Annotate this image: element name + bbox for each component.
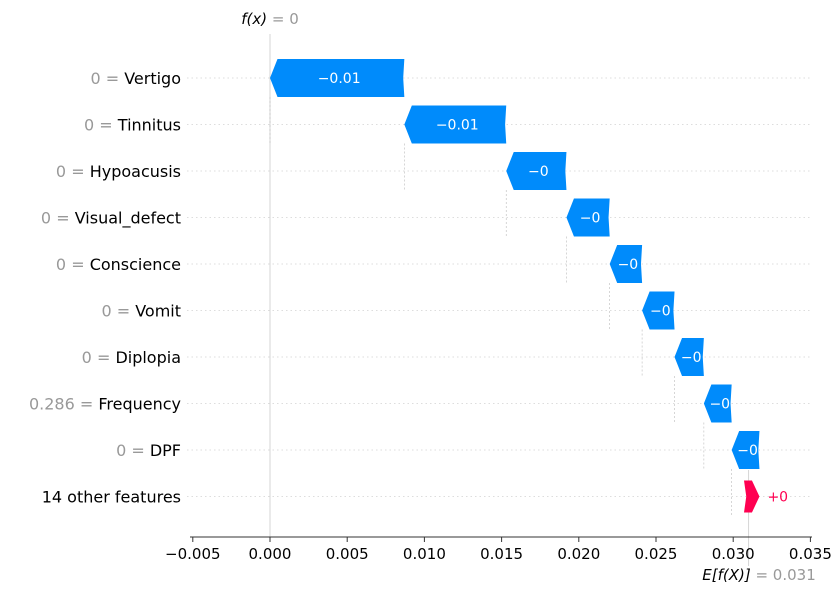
x-tick-label: 0.005: [326, 545, 369, 563]
contribution-bar: [270, 59, 405, 97]
contribution-bar: [674, 338, 704, 376]
contribution-bar: [744, 480, 760, 513]
x-tick-label: 0.025: [635, 545, 678, 563]
contribution-bar: [566, 198, 610, 237]
bar-value-label: −0: [528, 164, 549, 180]
x-tick-label: 0.020: [557, 545, 600, 563]
feature-value: 0 =: [84, 116, 118, 135]
fx-annotation: f(x) = 0: [241, 10, 299, 28]
feature-value: 0 =: [56, 255, 90, 274]
contribution-bars: −0.01 −0.01 −0 −0 −0 −0 −0 −0 −0 +0: [269, 59, 788, 516]
feature-name: Visual_defect: [75, 209, 181, 229]
feature-label: 0 = Tinnitus: [84, 116, 181, 135]
x-tick-label: 0.010: [403, 545, 446, 563]
bar-value-label: −0: [681, 350, 702, 366]
ex-value: = 0.031: [755, 566, 815, 584]
x-axis: −0.005 0.000 0.005 0.010 0.015 0.020 0.025 0.03…: [165, 536, 832, 563]
contribution-bar: [404, 105, 507, 144]
bar-value-label: −0: [709, 397, 730, 413]
feature-label: 0 = DPF: [116, 441, 181, 460]
feature-name: Vomit: [135, 302, 181, 321]
feature-label: 0 = Conscience: [56, 255, 181, 274]
feature-label: 0 = Hypoacusis: [56, 162, 181, 181]
contribution-bar: [731, 431, 760, 469]
bar-value-label: −0: [650, 304, 671, 320]
bar-value-label: −0.01: [318, 71, 361, 87]
feature-value: 0 =: [116, 441, 150, 460]
feature-value: 0 =: [56, 162, 90, 181]
feature-name: 14 other features: [42, 488, 181, 507]
feature-value: 0 =: [101, 302, 135, 321]
feature-name: Conscience: [90, 255, 181, 274]
x-tick-label: −0.005: [165, 545, 221, 563]
feature-name: Tinnitus: [117, 116, 181, 135]
contribution-bar: [642, 291, 675, 330]
bar-value-label: −0: [580, 211, 601, 227]
feature-name: Frequency: [98, 395, 181, 414]
feature-label: 0 = Visual_defect: [41, 209, 181, 229]
contribution-bar: [609, 245, 643, 283]
contribution-bar: [506, 152, 567, 190]
bar-value-label: −0.01: [436, 118, 479, 134]
contribution-bar: [703, 384, 732, 423]
reference-lines: [269, 34, 750, 566]
feature-name: DPF: [150, 441, 181, 460]
feature-value: 0.286 =: [29, 395, 98, 414]
feature-label: 0.286 = Frequency: [29, 395, 181, 414]
x-tick-label: 0.015: [480, 545, 523, 563]
output-annotations: f(x) = 0 E[f(X)] = 0.031: [241, 10, 816, 584]
feature-label: 0 = Vertigo: [90, 69, 181, 88]
bar-value-label: −0: [618, 257, 639, 273]
feature-label: 14 other features: [42, 488, 181, 507]
feature-label: 0 = Vomit: [101, 302, 181, 321]
x-tick-label: 0.030: [712, 545, 755, 563]
feature-value: 0 =: [90, 69, 124, 88]
fx-label: f(x): [241, 10, 267, 28]
feature-name: Diplopia: [115, 348, 181, 367]
x-tick-label: 0.000: [249, 545, 292, 563]
feature-name: Vertigo: [124, 69, 181, 88]
bar-value-label: +0: [767, 490, 788, 506]
ex-annotation: E[f(X)] = 0.031: [702, 566, 816, 584]
bar-value-label: −0: [737, 443, 758, 459]
feature-name: Hypoacusis: [90, 162, 181, 181]
feature-value: 0 =: [41, 209, 75, 228]
x-tick-label: 0.035: [789, 545, 832, 563]
fx-value: = 0: [272, 10, 299, 28]
feature-value: 0 =: [82, 348, 116, 367]
ex-label: E[f(X)]: [702, 566, 751, 584]
feature-label: 0 = Diplopia: [82, 348, 181, 367]
